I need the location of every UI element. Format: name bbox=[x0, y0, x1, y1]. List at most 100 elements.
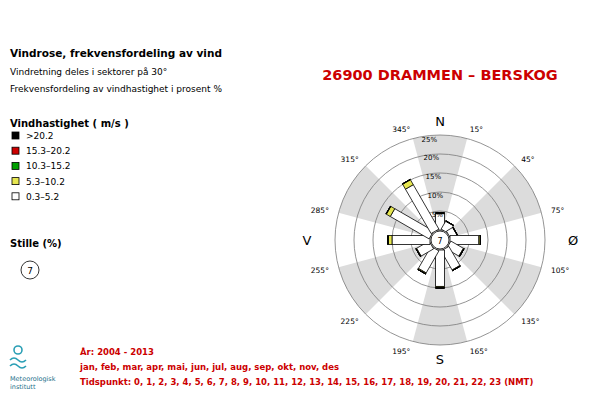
degree-label: 165° bbox=[470, 347, 488, 356]
bar-segment bbox=[416, 249, 421, 257]
degree-label: 195° bbox=[392, 347, 410, 356]
bar-segment bbox=[480, 236, 481, 245]
ring bbox=[335, 135, 545, 345]
ring bbox=[392, 192, 488, 288]
bar-segment bbox=[392, 236, 430, 245]
bar-segment bbox=[386, 206, 391, 214]
bar-segment bbox=[416, 249, 421, 257]
bar-segment bbox=[436, 286, 445, 288]
logo-waves bbox=[10, 358, 26, 368]
bar-segment bbox=[479, 236, 481, 245]
degree-label: 345° bbox=[392, 125, 410, 134]
ring-label: 15% bbox=[426, 173, 442, 181]
degree-label: 225° bbox=[341, 317, 359, 326]
bar-segment bbox=[416, 249, 421, 257]
ring-label: 20% bbox=[424, 154, 440, 162]
bar-segment bbox=[452, 266, 460, 271]
bar-segment bbox=[460, 249, 465, 257]
bar-segment bbox=[402, 179, 410, 184]
ring-label: 25% bbox=[422, 136, 438, 144]
calm-value: 7 bbox=[27, 266, 33, 276]
compass-label: V bbox=[303, 233, 312, 248]
legend-title: Vindhastighet ( m/s ) bbox=[10, 118, 129, 129]
calm-center bbox=[431, 231, 449, 249]
bar-segment bbox=[387, 236, 388, 245]
bar-segment bbox=[418, 269, 426, 274]
bar-segment bbox=[436, 288, 445, 289]
ring bbox=[354, 154, 526, 326]
degree-label: 285° bbox=[311, 206, 329, 215]
bar-segment bbox=[446, 221, 454, 226]
logo-text: Meteorologisk bbox=[10, 375, 56, 383]
sector bbox=[413, 240, 467, 345]
rose bbox=[335, 135, 545, 345]
legend-label: 15.3–20.2 bbox=[26, 146, 71, 156]
bar-segment bbox=[403, 180, 414, 189]
legend-swatch bbox=[12, 178, 19, 185]
legend-label: 0.3–5.2 bbox=[26, 192, 59, 202]
footer-line: jan, feb, mar, apr, mai, jun, jul, aug, … bbox=[79, 362, 339, 372]
chart: Vindrose, frekvensfordeling av vind Vindr… bbox=[0, 0, 600, 400]
bar-segment bbox=[460, 249, 465, 257]
ring-label: 5% bbox=[432, 211, 443, 219]
bar-segment bbox=[436, 250, 445, 286]
degree-label: 45° bbox=[521, 155, 535, 164]
compass-label: N bbox=[435, 114, 445, 129]
logo: Meteorologiskinstitutt bbox=[10, 346, 56, 391]
bar-segment bbox=[388, 236, 392, 245]
legend-swatch bbox=[12, 132, 19, 139]
calm-center-value: 7 bbox=[437, 237, 442, 246]
bar-segment bbox=[446, 221, 454, 226]
bar-segment bbox=[453, 227, 458, 235]
calm-label: Stille (%) bbox=[10, 238, 62, 249]
legend: Vindhastighet ( m/s ) >20.2 15.3–20.2 10.3–… bbox=[10, 118, 129, 202]
legend-swatch bbox=[12, 162, 19, 169]
compass-label: S bbox=[436, 352, 444, 367]
background bbox=[0, 0, 600, 400]
bar-segment bbox=[402, 179, 410, 184]
bar-segment bbox=[453, 266, 461, 271]
compass-label: Ø bbox=[568, 233, 578, 248]
legend-swatch bbox=[12, 193, 19, 200]
legend-label: >20.2 bbox=[26, 131, 54, 141]
bar-segment bbox=[453, 227, 458, 235]
logo-icon bbox=[14, 346, 22, 354]
bar-segment bbox=[446, 221, 454, 226]
bar-segment bbox=[480, 236, 481, 245]
footer-line: År: 2004 - 2013 bbox=[80, 347, 154, 357]
bar-segment bbox=[436, 288, 445, 289]
sector bbox=[339, 240, 440, 314]
legend-label: 10.3–15.2 bbox=[26, 161, 71, 171]
bar-segment bbox=[386, 206, 391, 214]
bar-segment bbox=[446, 221, 454, 226]
rose-background bbox=[335, 135, 545, 345]
bar-segment bbox=[460, 249, 465, 257]
degree-label: 15° bbox=[470, 125, 484, 134]
note: Frekvensfordeling av vindhastighet i pro… bbox=[10, 84, 222, 94]
bar-segment bbox=[453, 227, 458, 235]
degree-label: 75° bbox=[551, 206, 565, 215]
calm-circle bbox=[21, 261, 39, 279]
bar-segment bbox=[459, 248, 464, 256]
logo-text: institutt bbox=[10, 383, 36, 391]
bar-segment bbox=[387, 236, 388, 245]
bars bbox=[386, 179, 480, 288]
degree-label: 255° bbox=[311, 266, 329, 275]
heading: Vindrose, frekvensfordeling av vind bbox=[10, 47, 222, 59]
bar-segment bbox=[402, 179, 410, 184]
ring-label: 10% bbox=[428, 192, 444, 200]
degree-label: 135° bbox=[521, 317, 539, 326]
legend-swatch bbox=[12, 147, 19, 154]
note: Vindretning deles i sektorer på 30° bbox=[10, 67, 167, 77]
bar-segment bbox=[416, 248, 421, 256]
ring bbox=[373, 173, 507, 307]
bar-segment bbox=[436, 288, 445, 289]
bar-segment bbox=[386, 206, 394, 216]
degree-label: 105° bbox=[551, 266, 569, 275]
bar-segment bbox=[418, 268, 426, 273]
bar-segment bbox=[418, 269, 426, 274]
bar-segment bbox=[418, 269, 426, 274]
bar-segment bbox=[453, 227, 458, 235]
legend-label: 5.3–10.2 bbox=[26, 177, 65, 187]
bar-segment bbox=[387, 236, 388, 245]
